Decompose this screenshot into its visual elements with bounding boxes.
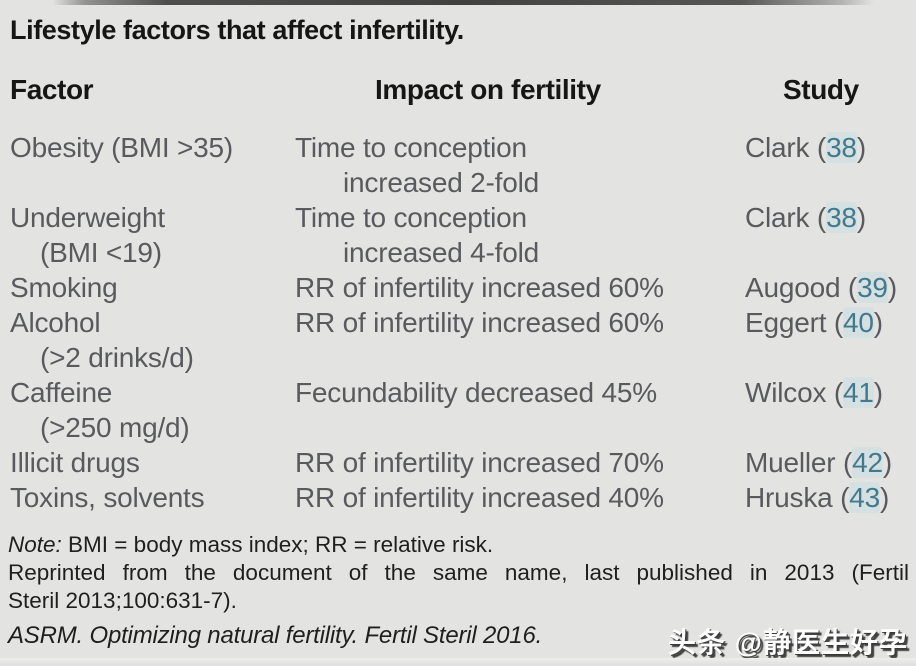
study-cell: Clark (38) — [745, 200, 906, 270]
study-cell: Wilcox (41) — [745, 375, 906, 445]
note-line: Note: BMI = body mass index; RR = relati… — [8, 531, 909, 559]
note-text: BMI = body mass index; RR = relative ris… — [61, 532, 494, 557]
cell-line: RR of infertility increased 60% — [295, 307, 664, 338]
study-cell: Clark (38) — [745, 130, 906, 200]
table-cell: Underweight (BMI <19) — [10, 200, 295, 270]
cell-line: Caffeine — [10, 377, 113, 408]
study-cell: Hruska (43) — [745, 480, 906, 515]
table-cell: Smoking — [10, 270, 295, 305]
table-cell: Time to conception increased 4-fold — [295, 200, 745, 270]
cell-line: (>250 mg/d) — [40, 412, 190, 443]
cell-line: Underweight — [10, 202, 165, 233]
study-author: Mueller — [745, 447, 836, 478]
cell-line: Time to conception — [295, 202, 527, 233]
table-cell: Obesity (BMI >35) — [10, 130, 295, 200]
table-cell: Alcohol (>2 drinks/d) — [10, 305, 295, 375]
study-reference: Mueller (42) — [745, 447, 893, 478]
cell-line: RR of infertility increased 60% — [295, 272, 664, 303]
reference-number: 41 — [842, 377, 874, 408]
study-reference: Eggert (40) — [745, 307, 883, 338]
study-cell: Augood (39) — [745, 270, 906, 305]
table-row: Obesity (BMI >35) Time to conception incre… — [10, 130, 906, 200]
bottom-band — [0, 658, 916, 666]
column-header-study: Study — [783, 74, 859, 105]
toutiao-watermark: 头条 @静医生好孕 — [667, 627, 908, 658]
table-row: Smoking RR of infertility increased 60% Au… — [10, 270, 906, 305]
table-cell: Fecundability decreased 45% — [295, 375, 745, 445]
cell-line: Obesity (BMI >35) — [10, 132, 234, 163]
table-cell: RR of infertility increased 70% — [295, 445, 745, 480]
study-reference: Clark (38) — [745, 202, 866, 233]
study-cell: Eggert (40) — [745, 305, 906, 375]
cell-line: RR of infertility increased 70% — [295, 447, 664, 478]
reprinted-line-2: Steril 2013;100:631-7). — [8, 588, 237, 613]
cell-line: RR of infertility increased 40% — [295, 482, 664, 513]
cell-line: Toxins, solvents — [10, 482, 205, 513]
cell-line: Smoking — [10, 272, 118, 303]
reference-number: 42 — [852, 447, 883, 478]
study-author: Wilcox — [745, 377, 827, 408]
reference-number: 39 — [857, 272, 888, 303]
source-citation: ASRM. Optimizing natural fertility. Fert… — [8, 622, 543, 649]
cell-line: increased 4-fold — [343, 237, 540, 268]
table-cell: Time to conception increased 2-fold — [295, 130, 745, 200]
table-cell: RR of infertility increased 60% — [295, 270, 745, 305]
study-author: Clark — [745, 132, 810, 163]
table-row: Alcohol (>2 drinks/d) RR of infertility in… — [10, 305, 906, 375]
column-header-impact: Impact on fertility — [375, 74, 601, 105]
table-row: Caffeine (>250 mg/d) Fecundability decreas… — [10, 375, 906, 445]
study-reference: Clark (38) — [745, 132, 866, 163]
reference-number: 38 — [826, 202, 857, 233]
study-reference: Augood (39) — [745, 272, 897, 303]
table-row: Underweight (BMI <19) Time to conception in… — [10, 200, 906, 270]
cell-line: increased 2-fold — [343, 167, 540, 198]
table-cell: Caffeine (>250 mg/d) — [10, 375, 295, 445]
table-row: Toxins, solvents RR of infertility increa… — [10, 480, 906, 515]
study-author: Clark — [745, 202, 810, 233]
cell-line: (BMI <19) — [40, 237, 162, 268]
table-cell: Illicit drugs — [10, 445, 295, 480]
study-author: Augood — [745, 272, 841, 303]
cell-line: Fecundability decreased 45% — [295, 377, 657, 408]
study-cell: Mueller (42) — [745, 445, 906, 480]
table-cell: RR of infertility increased 40% — [295, 480, 745, 515]
cell-line: Alcohol — [10, 307, 101, 338]
table-cell: Toxins, solvents — [10, 480, 295, 515]
table-body: Obesity (BMI >35) Time to conception incre… — [10, 130, 906, 515]
table-notes: Note: BMI = body mass index; RR = relati… — [8, 531, 909, 615]
study-reference: Wilcox (41) — [745, 377, 883, 408]
study-author: Hruska — [745, 482, 833, 513]
study-reference: Hruska (43) — [745, 482, 890, 513]
cell-line: Time to conception — [295, 132, 527, 163]
figure-title: Lifestyle factors that affect infertilit… — [10, 15, 464, 45]
cell-line: Illicit drugs — [10, 447, 140, 478]
top-crop-bar — [52, 0, 874, 5]
cell-line: (>2 drinks/d) — [40, 342, 194, 373]
column-header-factor: Factor — [10, 74, 94, 105]
reference-number: 38 — [826, 132, 857, 163]
table-cell: RR of infertility increased 60% — [295, 305, 745, 375]
reprinted-line-1: Reprinted from the document of the same … — [8, 560, 909, 585]
reference-number: 43 — [849, 482, 880, 513]
study-author: Eggert — [745, 307, 827, 338]
table-row: Illicit drugs RR of infertility increased… — [10, 445, 906, 480]
note-label: Note: — [8, 532, 62, 557]
table-header-row: Factor Impact on fertility Study — [10, 74, 906, 106]
reference-number: 40 — [843, 307, 874, 338]
